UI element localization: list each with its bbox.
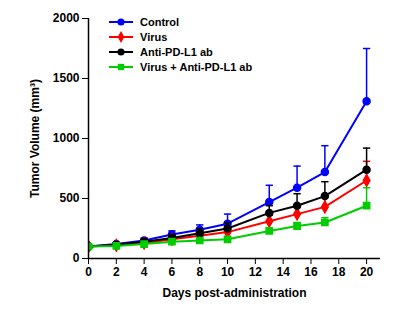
svg-text:10: 10 — [221, 265, 235, 279]
svg-text:18: 18 — [332, 265, 346, 279]
svg-text:4: 4 — [141, 265, 148, 279]
html-text:Virus: Virus — [140, 30, 168, 43]
svg-text:12: 12 — [249, 265, 263, 279]
svg-text:500: 500 — [59, 191, 79, 205]
svg-text:16: 16 — [304, 265, 318, 279]
svg-text:14: 14 — [276, 265, 290, 279]
svg-text:20: 20 — [360, 265, 374, 279]
svg-text:6: 6 — [169, 265, 176, 279]
svg-text:2000: 2000 — [53, 11, 80, 25]
svg-text:1500: 1500 — [53, 71, 80, 85]
svg-text:0: 0 — [85, 265, 92, 279]
html-text:Anti-PD-L1 ab: Anti-PD-L1 ab — [140, 45, 213, 58]
svg-text:0: 0 — [73, 251, 80, 265]
svg-text:2: 2 — [113, 265, 120, 279]
svg-text:Tumor Volume (mm³): Tumor Volume (mm³) — [28, 79, 42, 198]
svg-text:8: 8 — [196, 265, 203, 279]
html-text:Control: Control — [140, 15, 180, 28]
svg-text:Days post-administration: Days post-administration — [162, 286, 306, 300]
html-text:Virus + Anti-PD-L1 ab: Virus + Anti-PD-L1 ab — [140, 60, 253, 73]
svg-text:1000: 1000 — [53, 131, 80, 145]
